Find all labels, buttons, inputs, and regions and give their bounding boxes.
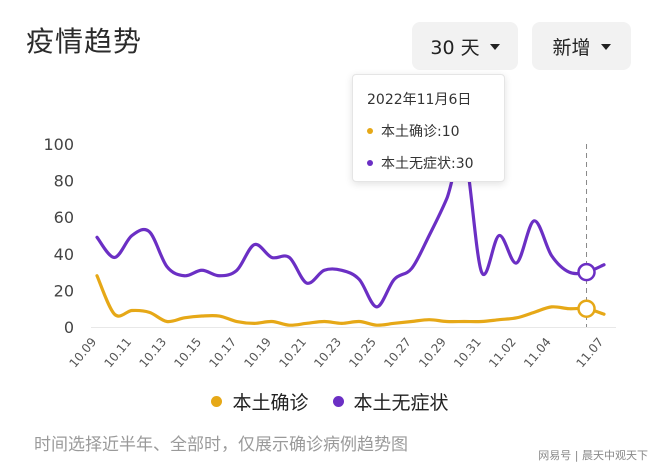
legend-label: 本土无症状 <box>353 392 449 414</box>
mode-dropdown-button[interactable]: 新增 <box>532 22 631 70</box>
highlight-point-asymptomatic <box>577 262 596 282</box>
chart-legend: 本土确诊 本土无症状 <box>0 388 660 415</box>
highlight-point-confirmed <box>577 299 596 318</box>
x-tick-label: 10.29 <box>416 335 449 370</box>
tooltip-dot-icon <box>367 160 373 166</box>
x-tick-label: 11.07 <box>573 335 606 370</box>
legend-dot-icon <box>211 396 223 407</box>
chevron-down-icon <box>600 44 611 50</box>
y-tick-label: 0 <box>64 318 74 337</box>
legend-item-asymptomatic[interactable]: 本土无症状 <box>332 388 449 415</box>
tooltip-row-asymptomatic: 本土无症状:30 <box>367 153 504 173</box>
tooltip-label: 本土无症状:30 <box>381 156 474 172</box>
x-tick-label: 10.15 <box>171 335 204 370</box>
x-tick-label: 10.23 <box>311 335 344 370</box>
range-dropdown-button[interactable]: 30 天 <box>412 22 518 70</box>
y-tick-label: 60 <box>54 208 74 227</box>
legend-label: 本土确诊 <box>232 392 309 414</box>
x-tick-label: 10.31 <box>451 335 484 370</box>
x-tick-label: 10.21 <box>276 335 309 370</box>
tooltip-date: 2022年11月6日 <box>367 92 472 108</box>
legend-item-confirmed[interactable]: 本土确诊 <box>211 388 309 415</box>
x-tick-label: 10.11 <box>101 335 134 370</box>
tooltip-row-confirmed: 本土确诊:10 <box>367 121 504 141</box>
y-tick-label: 40 <box>54 245 74 264</box>
tooltip-dot-icon <box>367 128 373 134</box>
y-tick-label: 20 <box>54 281 74 300</box>
x-tick-label: 10.19 <box>241 335 274 370</box>
series-line-asymptomatic <box>95 149 606 309</box>
x-tick-label: 10.13 <box>136 335 169 370</box>
legend-dot-icon <box>332 396 344 407</box>
x-tick-label: 10.25 <box>346 335 379 370</box>
mode-dropdown-label: 新增 <box>552 36 591 59</box>
chart-tooltip: 2022年11月6日 本土确诊:10 本土无症状:30 <box>352 74 505 182</box>
y-tick-label: 100 <box>43 135 74 154</box>
x-tick-label: 11.02 <box>486 335 519 370</box>
x-tick-label: 11.04 <box>521 335 554 370</box>
watermark: 网易号 | 晨天中观天下 <box>538 449 648 462</box>
tooltip-label: 本土确诊:10 <box>381 124 460 140</box>
page-title: 疫情趋势 <box>26 25 143 58</box>
x-tick-label: 10.17 <box>206 335 239 370</box>
x-tick-label: 10.27 <box>381 335 414 370</box>
footer-note: 时间选择近半年、全部时，仅展示确诊病例趋势图 <box>34 435 408 455</box>
x-tick-label: 10.09 <box>66 335 99 370</box>
chevron-down-icon <box>489 44 500 50</box>
series-line-confirmed <box>95 274 606 327</box>
range-dropdown-label: 30 天 <box>430 36 480 59</box>
y-tick-label: 80 <box>54 172 74 191</box>
